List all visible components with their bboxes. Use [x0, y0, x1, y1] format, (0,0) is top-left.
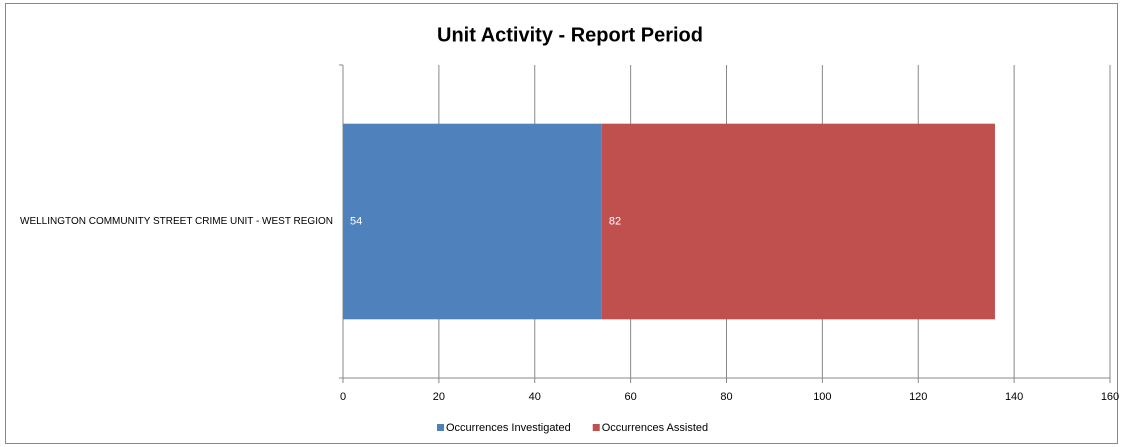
- legend-swatch: [592, 424, 600, 431]
- data-label: 82: [609, 215, 621, 227]
- x-tick-label: 140: [1005, 391, 1023, 403]
- x-tick-label: 0: [340, 391, 346, 403]
- x-tick-label: 40: [529, 391, 541, 403]
- x-tick-label: 160: [1101, 391, 1119, 403]
- legend-label: Occurrences Investigated: [446, 422, 571, 434]
- x-tick-label: 100: [813, 391, 831, 403]
- legend-label: Occurrences Assisted: [602, 422, 708, 434]
- x-tick-label: 80: [720, 391, 732, 403]
- x-tick-label: 60: [625, 391, 637, 403]
- legend-swatch: [437, 424, 444, 431]
- y-tick-label: WELLINGTON COMMUNITY STREET CRIME UNIT -…: [20, 216, 333, 227]
- x-tick-label: 120: [909, 391, 927, 403]
- x-tick-label: 20: [433, 391, 445, 403]
- bar: [601, 123, 995, 320]
- chart-title: Unit Activity - Report Period: [437, 24, 703, 46]
- data-label: 54: [350, 215, 362, 227]
- bar: [343, 123, 602, 320]
